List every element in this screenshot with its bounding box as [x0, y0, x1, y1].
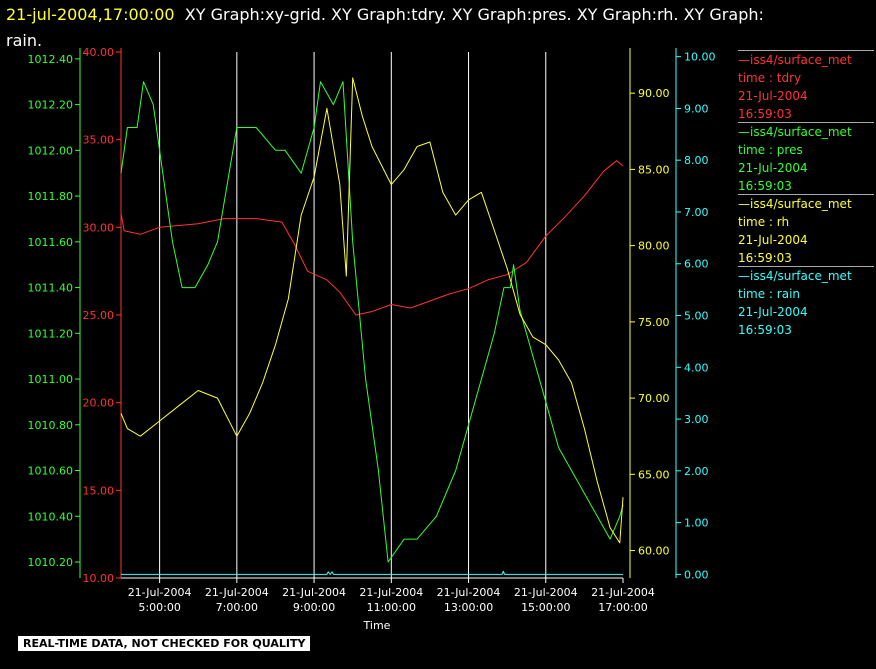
legend-separator [738, 194, 874, 195]
rh-tick-label: 60.00 [638, 545, 670, 558]
pres-tick-label: 1011.80 [28, 190, 74, 203]
rh-tick-label: 80.00 [638, 240, 670, 253]
pres-tick-label: 1010.40 [28, 510, 74, 523]
pres-tick-label: 1011.00 [28, 373, 74, 386]
timestamp: 21-jul-2004,17:00:00 [6, 5, 175, 24]
legend-date: 21-Jul-2004 [738, 89, 808, 103]
legend-date: 21-Jul-2004 [738, 161, 808, 175]
rain-tick-label: 3.00 [684, 413, 709, 426]
rain-tick-label: 1.00 [684, 517, 709, 530]
x-tick-label: 17:00:00 [598, 601, 647, 614]
x-tick-label: 7:00:00 [216, 601, 258, 614]
tdry-series-line [120, 160, 624, 316]
x-tick-label: 5:00:00 [138, 601, 180, 614]
x-tick-label: 21-Jul-2004 [282, 586, 346, 599]
pres-tick-label: 1011.20 [28, 327, 74, 340]
rain-tick-label: 4.00 [684, 361, 709, 374]
tdry-tick-label: 30.00 [83, 221, 115, 234]
legend-separator [738, 50, 874, 51]
legend-source: —iss4/surface_met [738, 125, 852, 139]
rain-tick-label: 5.00 [684, 310, 709, 323]
pres-tick-label: 1011.60 [28, 236, 74, 249]
legend-separator [738, 266, 874, 267]
legend-separator [738, 122, 874, 123]
tdry-tick-label: 20.00 [83, 397, 115, 410]
x-tick-label: 21-Jul-2004 [359, 586, 423, 599]
legend-date: 21-Jul-2004 [738, 233, 808, 247]
graph-list: XY Graph:xy-grid. XY Graph:tdry. XY Grap… [184, 5, 764, 24]
rain-tick-label: 6.00 [684, 258, 709, 271]
legend-variable: time : rain [738, 287, 801, 301]
x-tick-label: 21-Jul-2004 [128, 586, 192, 599]
tdry-tick-label: 15.00 [83, 484, 115, 497]
legend-time: 16:59:03 [738, 251, 792, 265]
rain-tick-label: 7.00 [684, 206, 709, 219]
rh-tick-label: 70.00 [638, 392, 670, 405]
tdry-tick-label: 25.00 [83, 309, 115, 322]
pres-tick-label: 1012.00 [28, 144, 74, 157]
rh-tick-label: 85.00 [638, 163, 670, 176]
pres-tick-label: 1011.40 [28, 282, 74, 295]
window-title: 21-jul-2004,17:00:00 XY Graph:xy-grid. X… [6, 2, 866, 54]
graph-list-continued: rain. [6, 31, 43, 50]
tdry-tick-label: 40.00 [83, 46, 115, 59]
legend-variable: time : tdry [738, 71, 802, 85]
rain-tick-label: 0.00 [684, 568, 709, 581]
legend-variable: time : pres [738, 143, 803, 157]
x-tick-label: 9:00:00 [293, 601, 335, 614]
pres-tick-label: 1010.80 [28, 419, 74, 432]
legend-source: —iss4/surface_met [738, 197, 852, 211]
rain-tick-label: 10.00 [684, 51, 716, 64]
x-tick-label: 21-Jul-2004 [205, 586, 269, 599]
rh-tick-label: 65.00 [638, 468, 670, 481]
x-tick-label: 21-Jul-2004 [514, 586, 578, 599]
legend-date: 21-Jul-2004 [738, 305, 808, 319]
rh-tick-label: 90.00 [638, 87, 670, 100]
legend-time: 16:59:03 [738, 179, 792, 193]
x-tick-label: 11:00:00 [367, 601, 416, 614]
x-axis-title: Time [363, 619, 391, 632]
x-tick-label: 15:00:00 [521, 601, 570, 614]
legend-variable: time : rh [738, 215, 790, 229]
quality-warning: REAL-TIME DATA, NOT CHECKED FOR QUALITY [18, 636, 311, 651]
pres-series-line [120, 81, 624, 563]
pres-tick-label: 1012.40 [28, 53, 74, 66]
x-tick-label: 13:00:00 [444, 601, 493, 614]
rh-tick-label: 75.00 [638, 316, 670, 329]
tdry-tick-label: 10.00 [83, 572, 115, 585]
pres-tick-label: 1012.20 [28, 99, 74, 112]
legend-source: —iss4/surface_met [738, 269, 852, 283]
legend-source: —iss4/surface_met [738, 53, 852, 67]
legend-time: 16:59:03 [738, 107, 792, 121]
tdry-tick-label: 35.00 [83, 134, 115, 147]
x-tick-label: 21-Jul-2004 [591, 586, 655, 599]
pres-tick-label: 1010.20 [28, 556, 74, 569]
rain-tick-label: 8.00 [684, 154, 709, 167]
rh-series-line [120, 77, 624, 544]
rain-tick-label: 2.00 [684, 465, 709, 478]
rain-series-line [121, 570, 623, 575]
x-tick-label: 21-Jul-2004 [437, 586, 501, 599]
rain-tick-label: 9.00 [684, 102, 709, 115]
legend-time: 16:59:03 [738, 323, 792, 337]
pres-tick-label: 1010.60 [28, 465, 74, 478]
